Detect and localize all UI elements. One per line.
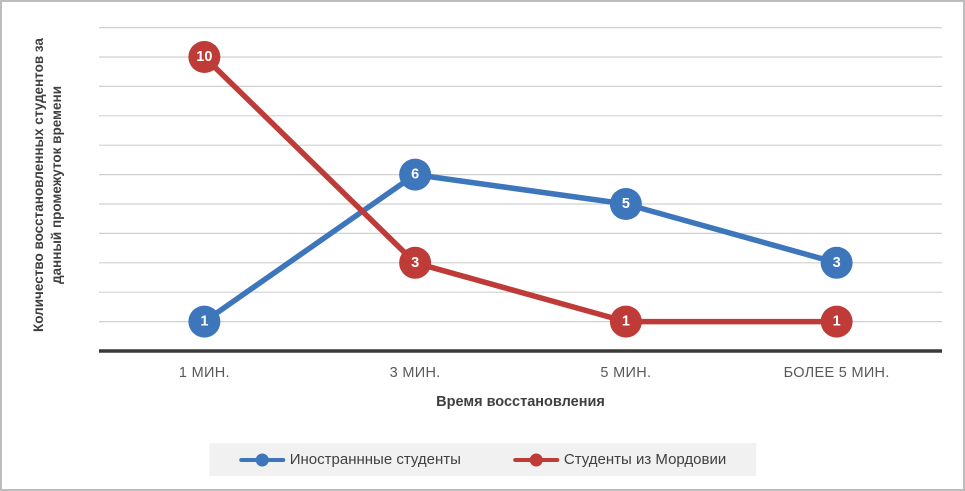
data-point-marker bbox=[820, 305, 853, 338]
data-point-marker bbox=[609, 305, 642, 338]
legend-label: Иностраннные студенты bbox=[289, 451, 461, 468]
x-tick-label: 3 МИН. bbox=[389, 365, 441, 381]
line-marker-swatch-icon bbox=[238, 453, 285, 467]
x-tick-label: 5 МИН. bbox=[600, 365, 652, 381]
data-point-marker bbox=[188, 305, 221, 338]
data-point-label: 6 bbox=[411, 167, 419, 183]
x-axis-title: Время восстановления bbox=[436, 394, 605, 410]
data-point-marker bbox=[609, 188, 642, 220]
line-chart-plot: 1 6 5 3 10 3 1 1 bbox=[99, 27, 942, 353]
data-point-marker bbox=[399, 246, 432, 279]
legend-item-mordovia-students: Студенты из Мордовии bbox=[512, 451, 727, 468]
data-point-label: 1 bbox=[833, 314, 841, 330]
data-point-label: 3 bbox=[833, 255, 841, 271]
x-tick-label: БОЛЕЕ 5 МИН. bbox=[783, 365, 890, 381]
data-point-marker bbox=[188, 41, 221, 73]
legend: Иностраннные студенты Студенты из Мордов… bbox=[208, 443, 757, 476]
data-point-label: 10 bbox=[196, 49, 212, 65]
x-tick-label: 1 МИН. bbox=[178, 365, 230, 381]
data-point-label: 1 bbox=[200, 314, 208, 330]
legend-item-foreign-students: Иностраннные студенты bbox=[238, 451, 461, 468]
line-marker-swatch-icon bbox=[512, 453, 559, 467]
series-line-0 bbox=[201, 171, 840, 325]
data-point-label: 1 bbox=[622, 314, 630, 330]
data-point-marker bbox=[399, 158, 432, 191]
legend-label: Студенты из Мордовии bbox=[563, 451, 727, 468]
data-point-label: 3 bbox=[411, 255, 419, 271]
series-line-1 bbox=[201, 54, 840, 325]
data-point-marker bbox=[820, 246, 853, 279]
data-point-label: 5 bbox=[622, 196, 630, 212]
